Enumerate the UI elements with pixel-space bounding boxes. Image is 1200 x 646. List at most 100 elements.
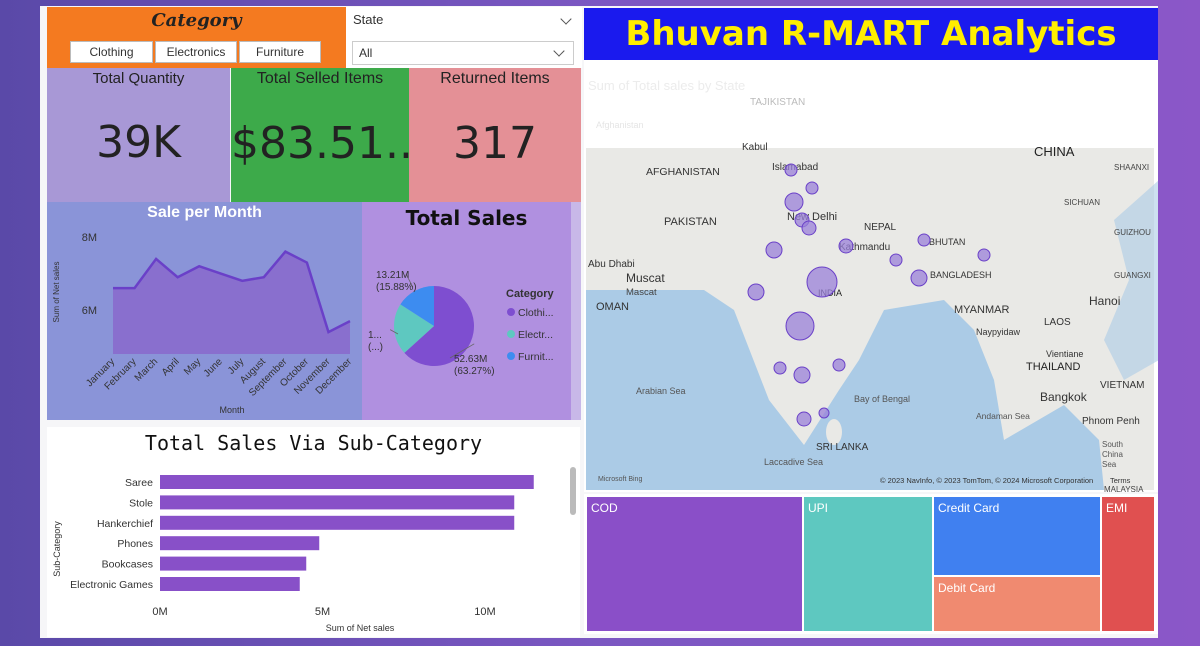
state-bubble: [806, 266, 838, 298]
pie-slice: [394, 304, 434, 353]
treemap-tile-emi[interactable]: EMI: [1101, 496, 1155, 632]
kpi-value: 317: [453, 118, 537, 169]
map-label: LAOS: [1044, 317, 1071, 328]
data-label: 52.63M: [454, 354, 487, 365]
map-label: PAKISTAN: [664, 216, 717, 228]
tile-label: Credit Card: [938, 501, 1000, 515]
map-attribution: © 2023 NavInfo, © 2023 TomTom, © 2024 Mi…: [880, 476, 1093, 485]
sales-by-state-map[interactable]: Sum of Total sales by State TAJIKISTAN Ka…: [584, 60, 1158, 492]
kpi-card-total-quantity: Total Quantity 39K: [47, 68, 230, 202]
map-label: Andaman Sea: [976, 411, 1030, 421]
state-bubble: [801, 220, 817, 236]
map-label: South: [1102, 440, 1123, 449]
map-label: Naypyidaw: [976, 327, 1021, 337]
x-tick-label: June: [202, 356, 225, 379]
data-label: (63.27%): [454, 366, 495, 377]
y-tick-label: Phones: [117, 538, 153, 550]
state-bubble: [785, 311, 815, 341]
bar: [160, 556, 307, 571]
payment-mode-treemap[interactable]: COD UPI Credit Card Debit Card EMI: [584, 494, 1158, 634]
map-label: SICHUAN: [1064, 198, 1100, 207]
sale-per-month-chart[interactable]: Sale per Month 8M 6M January February March A…: [47, 202, 362, 420]
map-label: MALAYSIA: [1104, 485, 1144, 492]
map-label: SRI LANKA: [816, 442, 869, 453]
state-dropdown[interactable]: All: [352, 41, 574, 65]
map-label: GUIZHOU: [1114, 228, 1151, 237]
y-tick-label: Stole: [129, 497, 153, 509]
state-bubble: [747, 283, 765, 301]
chevron-down-icon: [553, 45, 565, 57]
map-label: Phnom Penh: [1082, 416, 1140, 427]
map-label: THAILAND: [1026, 361, 1080, 373]
legend-entry: Clothi...: [518, 307, 554, 319]
state-slicer: State All: [346, 7, 582, 68]
pie-slice: [404, 286, 474, 366]
map-label: Abu Dhabi: [588, 259, 635, 270]
legend-title: Category: [506, 288, 555, 300]
data-label: (...): [368, 342, 383, 353]
category-option-electronics[interactable]: Electronics: [155, 41, 237, 63]
leader-line: [449, 343, 475, 359]
state-bubble: [910, 269, 928, 287]
bing-logo: Microsoft Bing: [598, 476, 642, 483]
kpi-value: 39K: [96, 117, 181, 168]
bar: [160, 577, 300, 591]
category-option-clothing[interactable]: Clothing: [70, 41, 153, 63]
map-label: Kabul: [742, 142, 768, 153]
sub-category-bar-chart[interactable]: Total Sales Via Sub-Category Saree Stole H…: [47, 427, 580, 637]
data-label: 1...: [368, 330, 382, 341]
bar: [160, 475, 534, 489]
y-axis-label: Sub-Category: [52, 521, 62, 577]
treemap-tile-debit-card[interactable]: Debit Card: [933, 576, 1101, 632]
category-option-furniture[interactable]: Furniture: [239, 41, 321, 63]
chevron-down-icon[interactable]: [560, 13, 572, 25]
y-tick-label: 8M: [82, 232, 97, 244]
map-label: China: [1102, 450, 1123, 459]
y-tick-label: 6M: [82, 305, 97, 317]
area-fill: [113, 251, 350, 354]
pie-slice: [400, 286, 434, 326]
leader-line: [389, 329, 399, 335]
tile-label: UPI: [808, 501, 829, 515]
map-label: Hanoi: [1089, 294, 1120, 308]
legend-marker: [507, 352, 515, 360]
kpi-label: Total Quantity: [92, 70, 185, 87]
map-label: Bangkok: [1040, 390, 1088, 404]
treemap-tile-cod[interactable]: COD: [586, 496, 803, 632]
map-label: Laccadive Sea: [764, 457, 823, 467]
state-bubble: [977, 248, 991, 262]
kpi-label: Returned Items: [440, 70, 550, 87]
category-slicer-title: Category: [151, 10, 242, 31]
state-bubble: [784, 192, 804, 212]
map-label: Arabian Sea: [636, 386, 686, 396]
state-bubble: [889, 253, 903, 267]
kpi-label: Total Selled Items: [256, 70, 384, 87]
sri-lanka-land: [826, 419, 842, 445]
map-label: VIETNAM: [1100, 380, 1144, 391]
map-label: Vientiane: [1046, 349, 1083, 359]
data-label: 13.21M: [376, 270, 409, 281]
treemap-tile-upi[interactable]: UPI: [803, 496, 933, 632]
state-bubble: [838, 238, 854, 254]
y-tick-label: Saree: [125, 477, 153, 489]
chart-title: Sale per Month: [147, 204, 262, 221]
bar-chart-svg: Saree Stole Hankerchief Phones Bookcases Elec…: [52, 467, 576, 633]
x-tick-label: March: [133, 356, 160, 383]
kpi-card-total-selled-items: Total Selled Items $83.51...: [231, 68, 427, 202]
state-bubble: [818, 407, 830, 419]
legend-marker: [507, 308, 515, 316]
map-label: Bay of Bengal: [854, 394, 910, 404]
map-label: SHAANXI: [1114, 163, 1149, 172]
state-bubble: [784, 163, 798, 177]
x-tick-label: May: [182, 356, 203, 377]
x-axis-label: Sum of Net sales: [326, 623, 395, 633]
state-bubble: [832, 358, 846, 372]
total-sales-pie-chart[interactable]: Total Sales 52.63M (63.27%) 1... (...) 13.21…: [362, 202, 571, 420]
map-svg: TAJIKISTANKabulIslamabadAFGHANISTANCHINA…: [586, 97, 1158, 492]
map-label: OMAN: [596, 301, 629, 313]
treemap-tile-credit-card[interactable]: Credit Card: [933, 496, 1101, 576]
bar: [160, 536, 320, 551]
x-tick-label: 0M: [152, 606, 167, 618]
state-bubble: [917, 233, 931, 247]
data-label: (15.88%): [376, 282, 417, 293]
